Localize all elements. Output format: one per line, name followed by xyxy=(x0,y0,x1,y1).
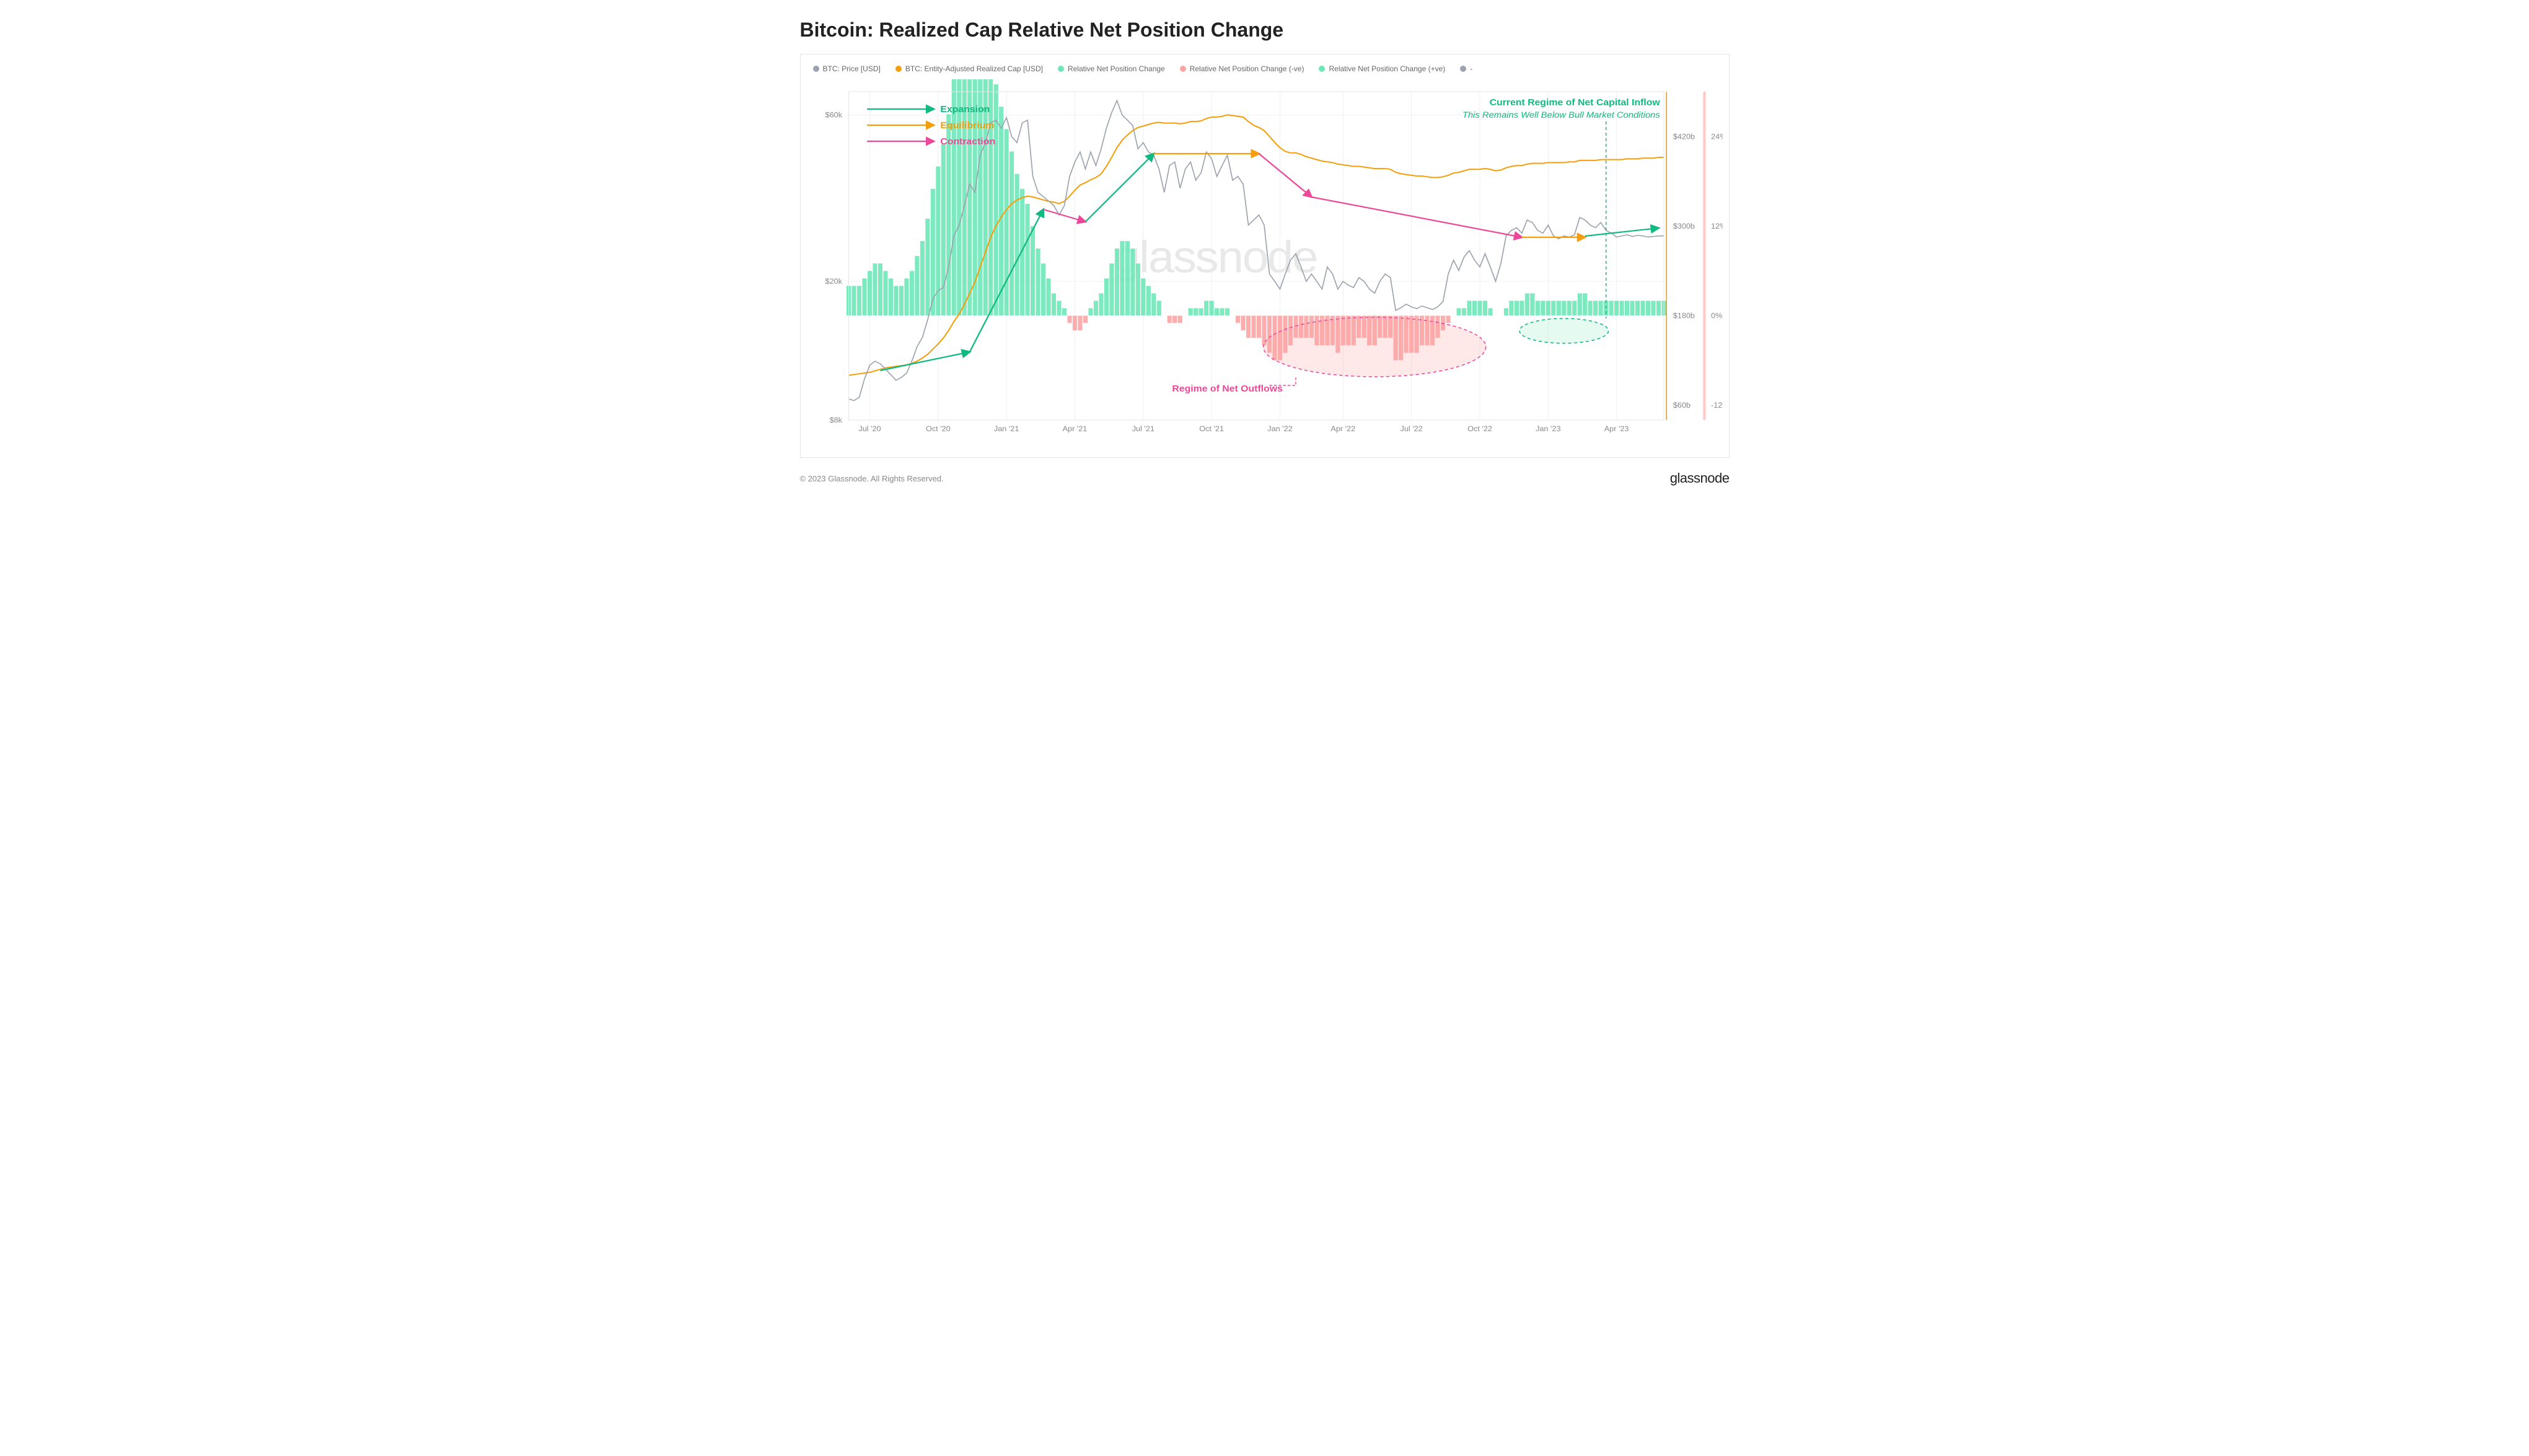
chart-title: Bitcoin: Realized Cap Relative Net Posit… xyxy=(800,19,1730,42)
copyright-text: © 2023 Glassnode. All Rights Reserved. xyxy=(800,474,944,483)
svg-text:0%: 0% xyxy=(1710,312,1722,320)
svg-text:Expansion: Expansion xyxy=(940,104,990,115)
svg-text:Apr '22: Apr '22 xyxy=(1330,424,1355,433)
svg-text:$60k: $60k xyxy=(825,111,842,120)
svg-text:Jul '21: Jul '21 xyxy=(1132,424,1154,433)
svg-text:12%: 12% xyxy=(1710,222,1722,230)
svg-text:Oct '22: Oct '22 xyxy=(1467,424,1492,433)
legend-label: - xyxy=(1470,64,1472,73)
svg-text:24%: 24% xyxy=(1710,133,1722,141)
svg-text:This Remains Well Below Bull M: This Remains Well Below Bull Market Cond… xyxy=(1462,110,1660,120)
legend-item: Relative Net Position Change (+ve) xyxy=(1319,64,1445,73)
legend-swatch xyxy=(1319,66,1325,72)
svg-text:$20k: $20k xyxy=(825,277,842,286)
legend-swatch xyxy=(1180,66,1186,72)
svg-text:$300b: $300b xyxy=(1673,222,1694,230)
svg-text:Jan '23: Jan '23 xyxy=(1536,424,1561,433)
svg-text:$8k: $8k xyxy=(829,416,842,424)
svg-text:glassnode: glassnode xyxy=(1114,232,1316,282)
legend-item: - xyxy=(1460,64,1472,73)
svg-text:Oct '20: Oct '20 xyxy=(925,424,950,433)
svg-text:$420b: $420b xyxy=(1673,133,1694,141)
chart-panel: BTC: Price [USD] BTC: Entity-Adjusted Rea… xyxy=(800,54,1730,458)
svg-text:Contraction: Contraction xyxy=(940,136,995,147)
legend-swatch xyxy=(1058,66,1064,72)
svg-text:Oct '21: Oct '21 xyxy=(1199,424,1224,433)
legend-swatch xyxy=(895,66,902,72)
legend-label: Relative Net Position Change xyxy=(1068,64,1165,73)
legend-item: BTC: Entity-Adjusted Realized Cap [USD] xyxy=(895,64,1043,73)
svg-text:Equilibrium: Equilibrium xyxy=(940,120,994,131)
legend-label: BTC: Price [USD] xyxy=(823,64,881,73)
legend-label: BTC: Entity-Adjusted Realized Cap [USD] xyxy=(905,64,1043,73)
svg-text:Jul '20: Jul '20 xyxy=(858,424,881,433)
svg-text:Current Regime of Net Capital: Current Regime of Net Capital Inflow xyxy=(1489,97,1660,108)
legend-label: Relative Net Position Change (-ve) xyxy=(1190,64,1304,73)
legend-item: Relative Net Position Change (-ve) xyxy=(1180,64,1304,73)
svg-text:Jan '21: Jan '21 xyxy=(993,424,1019,433)
chart-legend: BTC: Price [USD] BTC: Entity-Adjusted Rea… xyxy=(807,61,1723,79)
legend-swatch xyxy=(1460,66,1466,72)
svg-text:Jan '22: Jan '22 xyxy=(1267,424,1293,433)
svg-text:$180b: $180b xyxy=(1673,312,1694,320)
svg-text:Apr '23: Apr '23 xyxy=(1604,424,1629,433)
svg-text:$60b: $60b xyxy=(1673,401,1690,410)
chart-canvas: Jul '20 Oct '20 Jan '21 Apr '21 Jul '21 Oct '… xyxy=(807,79,1723,451)
legend-item: Relative Net Position Change xyxy=(1058,64,1165,73)
svg-text:Regime of Net Outflows: Regime of Net Outflows xyxy=(1172,384,1282,394)
svg-text:-12%: -12% xyxy=(1710,401,1722,410)
legend-item: BTC: Price [USD] xyxy=(813,64,881,73)
legend-swatch xyxy=(813,66,819,72)
brand-logo: glassnode xyxy=(1670,470,1730,486)
legend-label: Relative Net Position Change (+ve) xyxy=(1329,64,1445,73)
svg-text:Apr '21: Apr '21 xyxy=(1062,424,1087,433)
svg-text:Jul '22: Jul '22 xyxy=(1400,424,1422,433)
